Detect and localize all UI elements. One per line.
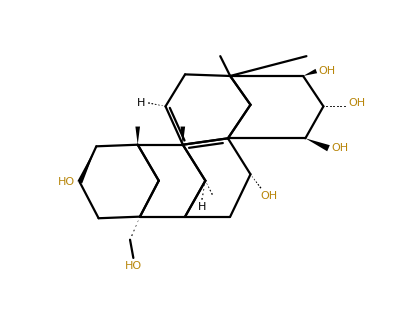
Text: OH: OH (318, 66, 335, 76)
Polygon shape (180, 126, 185, 145)
Text: OH: OH (260, 191, 278, 201)
Text: OH: OH (348, 98, 366, 108)
Text: OH: OH (332, 143, 349, 153)
Polygon shape (303, 69, 317, 76)
Text: H: H (198, 202, 206, 212)
Text: HO: HO (125, 261, 142, 271)
Polygon shape (305, 138, 330, 151)
Text: HO: HO (58, 177, 75, 187)
Text: H: H (138, 98, 146, 108)
Polygon shape (135, 126, 140, 145)
Polygon shape (77, 146, 96, 184)
